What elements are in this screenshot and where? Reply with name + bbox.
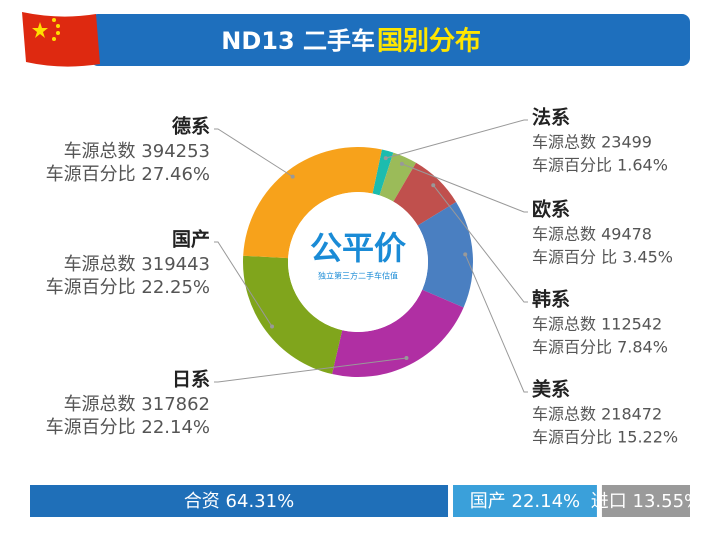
category-label: 国产 xyxy=(172,228,210,251)
donut-segment xyxy=(393,162,457,226)
share-bar xyxy=(601,485,690,517)
leader-dot xyxy=(290,174,295,179)
count-label: 车源总数 317862 xyxy=(64,394,210,415)
donut-segment xyxy=(372,149,394,196)
donut-segment xyxy=(379,152,417,202)
donut-hole xyxy=(288,192,428,332)
share-label: 进口 13.55% xyxy=(591,491,701,512)
donut-segment xyxy=(243,147,382,259)
category-label: 德系 xyxy=(172,115,210,138)
value-label: 车源百分比 7.84% xyxy=(532,338,668,357)
category-label: 日系 xyxy=(172,369,210,391)
category-label: 韩系 xyxy=(532,288,570,311)
donut-segment xyxy=(332,289,464,377)
count-label: 车源总数 112542 xyxy=(532,315,662,334)
flag xyxy=(22,12,100,67)
donut-segment xyxy=(417,201,473,308)
count-label: 车源总数 218472 xyxy=(532,405,662,424)
leader-line xyxy=(214,241,273,327)
leader-dot xyxy=(404,355,409,360)
leader-line xyxy=(214,357,407,383)
share-label: 国产 22.14% xyxy=(470,491,580,512)
share-label: 合资 64.31% xyxy=(184,491,294,512)
count-label: 车源总数 319443 xyxy=(64,254,210,275)
count-label: 车源总数 23499 xyxy=(532,133,652,152)
leader-line xyxy=(432,184,528,303)
leader-dot xyxy=(431,183,436,188)
count-label: 车源总数 394253 xyxy=(64,141,210,162)
leader-dot xyxy=(383,156,388,161)
category-label: 美系 xyxy=(532,378,570,401)
logo-tagline: 独立第三方二手车估值 xyxy=(318,271,398,281)
value-label: 车源百分 比 3.45% xyxy=(532,248,673,267)
value-label: 车源百分比 22.25% xyxy=(46,277,210,298)
logo-name: 公平价 xyxy=(310,229,406,267)
donut-segment xyxy=(243,255,343,375)
donut xyxy=(243,147,473,377)
leader-dot xyxy=(270,324,275,329)
share-bar xyxy=(453,485,597,517)
leader-line xyxy=(385,119,528,159)
leader-line xyxy=(401,163,528,213)
title-banner xyxy=(90,14,690,66)
leader-line xyxy=(214,128,293,178)
chart-title: ND13 二手车 xyxy=(221,27,375,55)
count-label: 车源总数 49478 xyxy=(532,225,652,244)
value-label: 车源百分比 22.14% xyxy=(46,417,210,438)
leader-line xyxy=(464,254,528,393)
chart-title-highlight: 国别分布 xyxy=(377,27,481,57)
category-label: 法系 xyxy=(532,106,570,129)
share-bar xyxy=(30,485,449,517)
value-label: 车源百分比 1.64% xyxy=(532,156,668,175)
leader-dot xyxy=(463,252,468,257)
leader-dot xyxy=(399,161,404,166)
value-label: 车源百分比 15.22% xyxy=(532,428,678,447)
value-label: 车源百分比 27.46% xyxy=(46,164,210,185)
category-label: 欧系 xyxy=(532,198,570,221)
